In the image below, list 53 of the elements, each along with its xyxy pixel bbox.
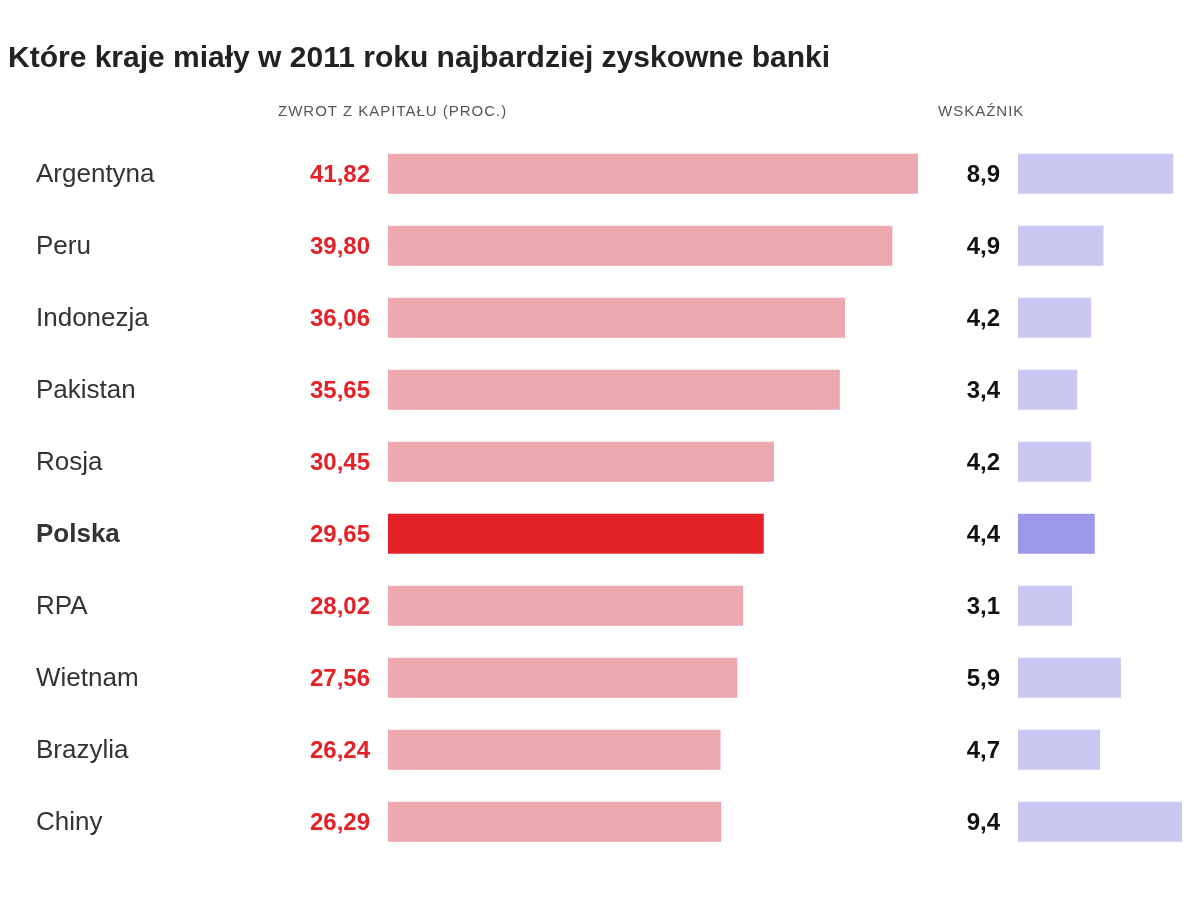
bar (1018, 297, 1092, 338)
y-tick-label: RPA (36, 590, 89, 620)
data-label: 4,2 (966, 448, 1000, 476)
data-label: 35,65 (309, 376, 370, 404)
bar (1018, 369, 1078, 410)
data-label: 41,82 (309, 160, 370, 188)
bar (388, 369, 840, 410)
bar (1018, 729, 1100, 770)
bar (1018, 513, 1095, 554)
bar (388, 585, 744, 626)
data-label: 4,9 (966, 232, 1000, 260)
bar (1018, 153, 1174, 194)
data-label: 9,4 (966, 808, 1001, 836)
bar (388, 801, 722, 842)
y-tick-label: Argentyna (36, 158, 156, 188)
y-tick-label: Pakistan (36, 374, 136, 404)
data-label: 28,02 (309, 592, 370, 620)
bar (388, 441, 774, 482)
bar (388, 729, 721, 770)
data-label: 29,65 (309, 520, 370, 548)
y-tick-label: Indonezja (36, 302, 150, 332)
y-tick-label: Polska (36, 518, 121, 548)
bar (388, 513, 764, 554)
y-tick-label: Peru (36, 230, 91, 260)
data-label: 3,1 (966, 592, 1000, 620)
data-label: 26,29 (309, 808, 370, 836)
y-tick-label: Chiny (36, 806, 103, 836)
bar (388, 657, 738, 698)
bar (388, 225, 893, 266)
data-label: 5,9 (966, 664, 1000, 692)
bar (1018, 441, 1092, 482)
data-label: 36,06 (309, 304, 370, 332)
bar (388, 153, 918, 194)
y-tick-label: Wietnam (36, 662, 139, 692)
data-label: 4,4 (966, 520, 1001, 548)
bar (1018, 801, 1182, 842)
bar (1018, 225, 1104, 266)
y-tick-label: Rosja (36, 446, 104, 476)
x-axis-title: ZWROT Z KAPITAŁU (PROC.) (277, 102, 509, 121)
data-label: 4,2 (966, 304, 1000, 332)
chart-title: Które kraje miały w 2011 roku najbardziej zyskowne banki (8, 40, 831, 74)
data-label: 39,80 (309, 232, 370, 260)
data-label: 3,4 (966, 376, 1001, 404)
data-label: 27,56 (309, 664, 370, 692)
x-axis-title: WSKAŹNIK (937, 102, 1026, 121)
data-label: 26,24 (309, 736, 371, 764)
data-label: 8,9 (966, 160, 1000, 188)
bar (1018, 657, 1121, 698)
bar (388, 297, 845, 338)
data-label: 30,45 (309, 448, 370, 476)
data-label: 4,7 (966, 736, 1000, 764)
bar (1018, 585, 1073, 626)
y-tick-label: Brazylia (36, 734, 130, 764)
